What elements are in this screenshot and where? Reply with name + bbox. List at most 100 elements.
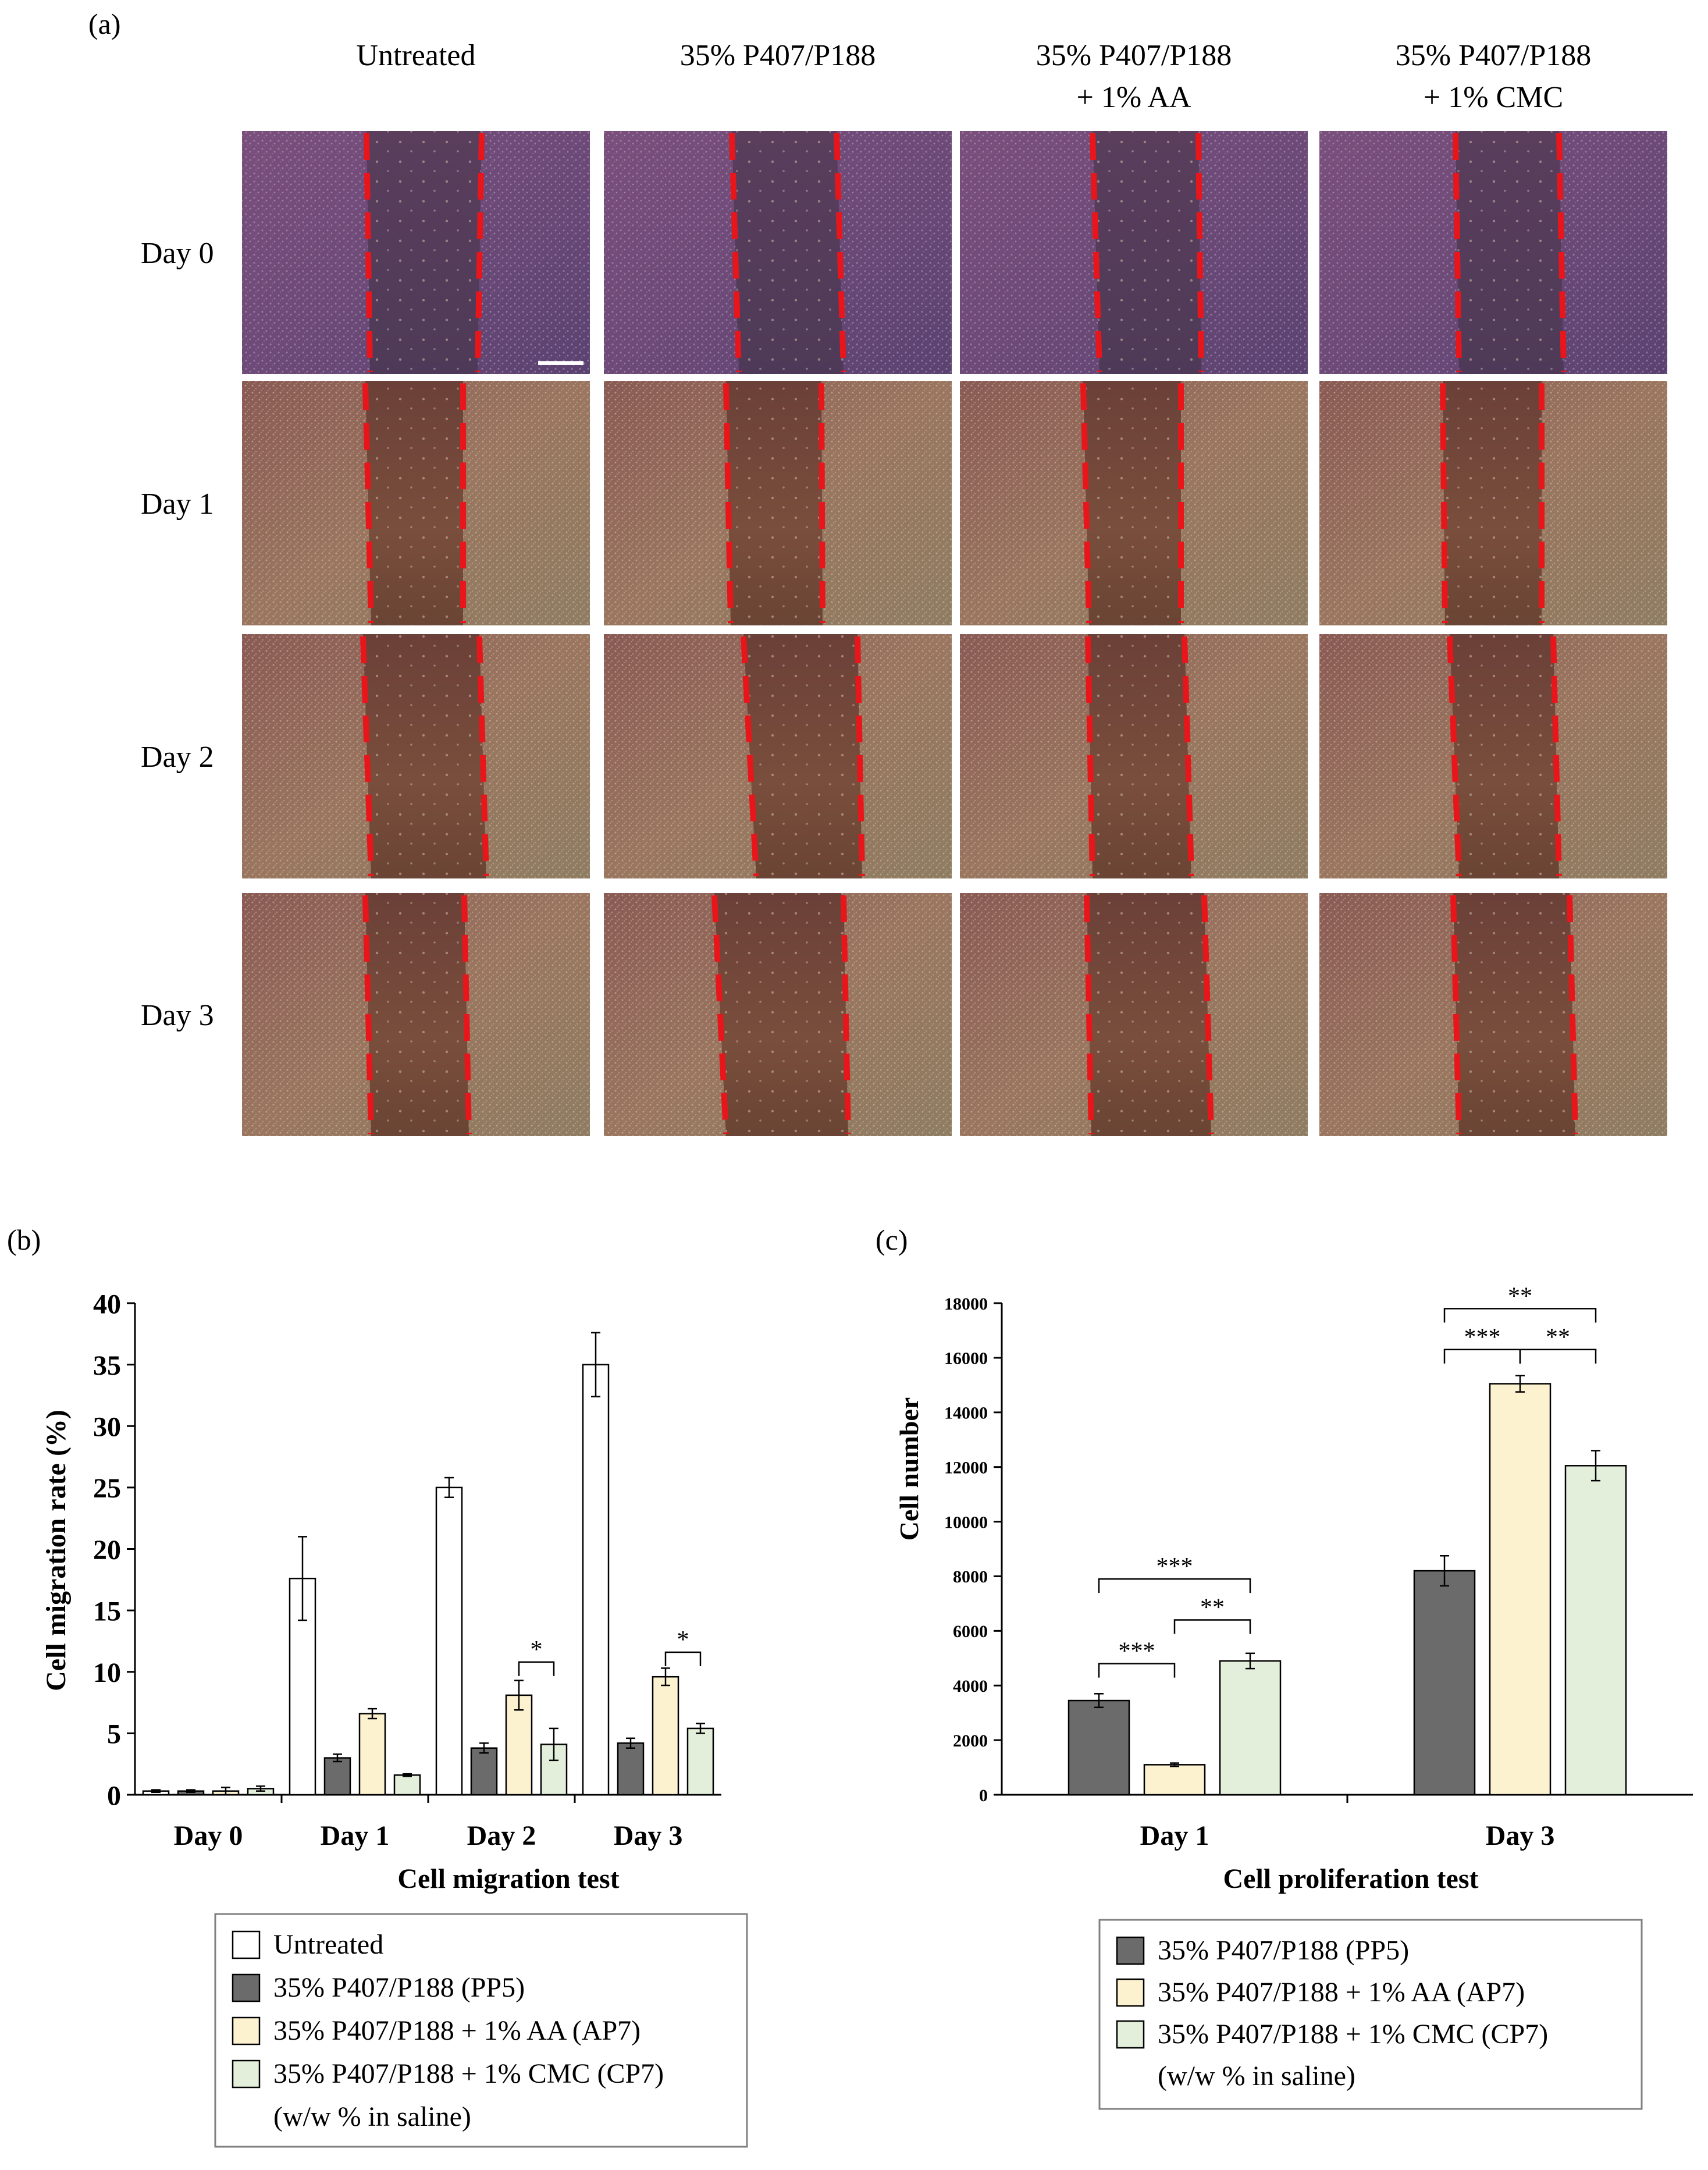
wound-edge-line-right bbox=[1182, 636, 1194, 877]
row-label: Day 3 bbox=[141, 999, 214, 1032]
micrograph-image bbox=[604, 634, 952, 878]
bar bbox=[358, 1713, 386, 1796]
significance-bracket bbox=[1519, 1349, 1597, 1364]
micrograph-image bbox=[960, 131, 1308, 374]
column-header-line2: + 1% AA bbox=[1077, 81, 1191, 114]
significance-label: * bbox=[677, 1627, 689, 1653]
migrated-cells bbox=[366, 131, 482, 374]
bar bbox=[1068, 1699, 1130, 1796]
micrograph-image bbox=[242, 634, 590, 878]
bars: * * bbox=[142, 1332, 714, 1796]
wound-edge-line-left bbox=[362, 895, 374, 1134]
x-tick-label: Day 0 bbox=[174, 1820, 243, 1851]
panel-b-cell-migration-chart: (b) Cell migration rate (%) Cell migrati… bbox=[7, 1223, 748, 2148]
significance-bracket bbox=[518, 1661, 555, 1676]
micrograph-image bbox=[242, 893, 590, 1136]
wound-edge-line-right bbox=[841, 895, 851, 1134]
wound-edge-line-left bbox=[1447, 636, 1462, 877]
wound-edge-line-left bbox=[723, 383, 734, 624]
migrated-cells bbox=[726, 381, 823, 625]
micrograph-image bbox=[1319, 131, 1667, 374]
significance-label: * bbox=[531, 1637, 543, 1663]
axes: 0 2000 4000 6000 8000 10000 12000 14000 16000 180… bbox=[944, 1294, 1693, 1851]
wound-edge-line-left bbox=[729, 133, 742, 372]
column-headers: Untreated 35% P407/P188 35% P407/P188 + 1% … bbox=[356, 39, 1591, 114]
row-labels: Day 0 Day 1 Day 2 Day 3 bbox=[141, 237, 214, 1032]
legend-label: 35% P407/P188 + 1% AA (AP7) bbox=[1158, 1977, 1525, 2008]
x-tick-label: Day 3 bbox=[1486, 1820, 1555, 1851]
legend: 35% P407/P188 (PP5) 35% P407/P188 + 1% AA… bbox=[1098, 1919, 1643, 2110]
column-header-line2: + 1% CMC bbox=[1424, 81, 1563, 114]
x-axis-label: Cell proliferation test bbox=[1223, 1863, 1478, 1894]
migrated-cells bbox=[1083, 381, 1181, 625]
wound-edge-line-right bbox=[855, 636, 865, 877]
legend-swatch bbox=[232, 1930, 261, 1959]
y-tick-label: 8000 bbox=[953, 1567, 988, 1586]
bar bbox=[617, 1742, 645, 1796]
y-tick-label: 10 bbox=[93, 1657, 121, 1688]
migrated-cells bbox=[1450, 634, 1559, 878]
y-tick-label: 5 bbox=[107, 1719, 121, 1750]
panel-a-label: (a) bbox=[88, 8, 121, 40]
y-tick-label: 15 bbox=[93, 1596, 121, 1627]
y-tick-label: 18000 bbox=[944, 1294, 988, 1314]
bar bbox=[1489, 1383, 1552, 1796]
legend-box bbox=[214, 1913, 748, 2148]
wound-edge-line-left bbox=[1084, 895, 1094, 1134]
axes: 0 5 10 15 20 25 30 35 40 Day 0 Day 1 Day 2 Day 3 bbox=[93, 1289, 721, 1851]
y-tick-label: 14000 bbox=[944, 1404, 988, 1423]
significance-bracket bbox=[664, 1651, 702, 1666]
legend-swatch bbox=[232, 1973, 261, 2002]
legend-swatch bbox=[1116, 2020, 1145, 2049]
bar bbox=[323, 1757, 351, 1796]
wound-edge-line-right bbox=[1195, 133, 1204, 372]
wound-edge-line-right bbox=[1201, 895, 1214, 1134]
significance-bracket bbox=[1098, 1578, 1251, 1593]
significance-bracket bbox=[1443, 1349, 1521, 1364]
bar bbox=[505, 1694, 533, 1796]
wound-edge-line-right bbox=[1556, 133, 1567, 372]
micrograph-image bbox=[960, 381, 1308, 625]
legend-swatch bbox=[232, 2016, 261, 2046]
wound-edge-line-left bbox=[1080, 383, 1092, 624]
significance-label: ** bbox=[1200, 1595, 1225, 1621]
micrograph-image bbox=[604, 381, 952, 625]
x-tick-label: Day 1 bbox=[1140, 1820, 1209, 1851]
panel-b-label: (b) bbox=[7, 1223, 41, 1256]
y-tick-label: 30 bbox=[93, 1412, 121, 1443]
migrated-cells bbox=[365, 381, 463, 625]
y-tick-label: 40 bbox=[93, 1289, 121, 1319]
significance-label: *** bbox=[1119, 1638, 1155, 1665]
micrograph-image bbox=[604, 893, 952, 1136]
micrograph-image bbox=[242, 381, 590, 625]
significance-bracket bbox=[1098, 1663, 1176, 1678]
micrograph-image bbox=[1319, 381, 1667, 625]
row-label: Day 0 bbox=[141, 237, 214, 270]
legend-note: (w/w % in saline) bbox=[273, 2101, 471, 2132]
y-tick-label: 6000 bbox=[953, 1622, 988, 1641]
wound-edge-line-right bbox=[475, 133, 485, 372]
wound-edge-line-right bbox=[834, 133, 846, 372]
wound-edge-line-left bbox=[1085, 636, 1095, 877]
panel-c-cell-proliferation-chart: (c) Cell number Cell proliferation test … bbox=[876, 1223, 1693, 2110]
bar bbox=[1219, 1660, 1282, 1796]
bar bbox=[652, 1675, 679, 1796]
panel-a-wound-healing-images: (a) Untreated 35% P407/P188 35% P407/P188 +… bbox=[88, 8, 1667, 1136]
micrograph-image bbox=[1319, 893, 1667, 1136]
bar bbox=[1413, 1570, 1476, 1796]
x-axis-label: Cell migration test bbox=[397, 1863, 619, 1894]
y-axis-label: Cell number bbox=[894, 1397, 924, 1541]
y-tick-label: 0 bbox=[979, 1786, 988, 1805]
wound-edge-line-left bbox=[711, 895, 729, 1134]
bar bbox=[393, 1774, 421, 1796]
micrograph-image bbox=[960, 634, 1308, 878]
legend-swatch bbox=[232, 2059, 261, 2089]
row-label: Day 1 bbox=[141, 488, 214, 521]
significance-label: ** bbox=[1546, 1324, 1570, 1351]
row-label: Day 2 bbox=[141, 741, 214, 774]
migrated-cells bbox=[1453, 893, 1575, 1136]
bar bbox=[470, 1747, 498, 1796]
migrated-cells bbox=[1443, 381, 1542, 625]
x-tick-label: Day 2 bbox=[467, 1820, 536, 1851]
